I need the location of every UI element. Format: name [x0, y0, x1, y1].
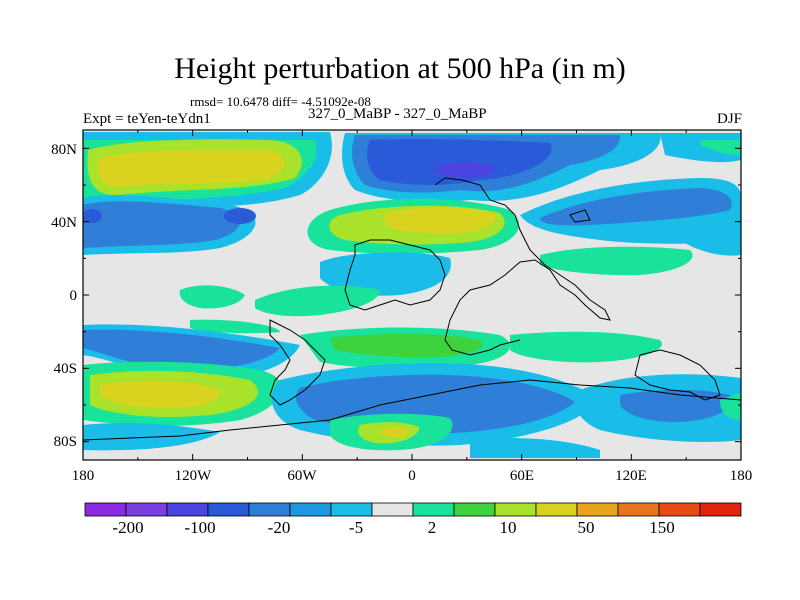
- lon-tick-label: 180: [730, 468, 753, 484]
- experiment-label: Expt = teYen-teYdn1: [83, 111, 211, 127]
- colorbar-label: 2: [428, 518, 437, 537]
- colorbar-box: [576, 502, 619, 517]
- colorbar-box: [330, 502, 373, 517]
- colorbar-box: [453, 502, 496, 517]
- contour-region: [83, 329, 280, 371]
- contour-region: [540, 246, 693, 276]
- contour-region: [700, 140, 741, 155]
- colorbar-label: 50: [578, 518, 595, 537]
- colorbar-box: [371, 502, 414, 517]
- colorbar-box: [617, 502, 660, 517]
- contour-region: [330, 333, 483, 358]
- lon-tick-label: 180: [72, 468, 95, 484]
- colorbar-box: [535, 502, 578, 517]
- colorbar-labels: -200 -100 -20 -5 2 10 50 150: [112, 518, 674, 537]
- lon-tick-label: 0: [408, 468, 416, 484]
- contour-region: [255, 285, 380, 317]
- colorbar-label: -5: [349, 518, 363, 537]
- contour-region: [97, 149, 285, 187]
- run-label: 327_0_MaBP - 327_0_MaBP: [308, 106, 487, 122]
- lon-tick-label: 120E: [615, 468, 647, 484]
- contour-region: [620, 389, 731, 423]
- colorbar-label: 10: [500, 518, 517, 537]
- plot-title: Height perturbation at 500 hPa (in m): [174, 52, 626, 85]
- contour-region: [190, 319, 280, 334]
- lat-tick-label: 0: [70, 288, 78, 304]
- colorbar-box: [166, 502, 209, 517]
- colorbar-box: [412, 502, 455, 517]
- colorbar-box: [248, 502, 291, 517]
- lat-tick-label: 40N: [51, 215, 77, 231]
- coastline-africa: [344, 239, 446, 311]
- colorbar-box: [699, 502, 742, 517]
- coastlines: [82, 177, 742, 441]
- season-label: DJF: [716, 111, 742, 127]
- contour-region: [83, 209, 102, 223]
- lon-tick-label: 120W: [175, 468, 213, 484]
- lat-tick-label: 80N: [51, 142, 77, 158]
- tick-marks: [82, 130, 742, 460]
- contour-region: [100, 380, 220, 408]
- colorbar: [84, 502, 742, 517]
- colorbar-label: -20: [268, 518, 291, 537]
- colorbar-box: [207, 502, 250, 517]
- stats-label: rmsd= 10.6478 diff= -4.51092e-08: [190, 94, 371, 109]
- lon-tick-label: 60E: [510, 468, 534, 484]
- colorbar-box: [84, 502, 127, 517]
- contour-region: [680, 225, 741, 256]
- coastline-south-america: [269, 319, 326, 406]
- colorbar-box: [289, 502, 332, 517]
- contour-region: [179, 285, 245, 309]
- contour-field: [83, 130, 741, 460]
- contour-region: [224, 208, 256, 224]
- coastline-island: [569, 209, 591, 223]
- lat-tick-label: 40S: [54, 361, 77, 377]
- contour-region: [510, 331, 662, 363]
- contour-region: [367, 139, 552, 185]
- contour-region: [381, 427, 409, 437]
- contour-region: [435, 162, 495, 178]
- coastline-asia: [434, 177, 611, 356]
- colorbar-label: -200: [112, 518, 143, 537]
- colorbar-box: [658, 502, 701, 517]
- contour-region: [470, 438, 600, 458]
- lat-tick-label: 80S: [54, 434, 77, 450]
- contour-region: [383, 207, 496, 234]
- coastline-antarctica: [82, 379, 742, 441]
- contour-region: [83, 201, 241, 248]
- colorbar-box: [125, 502, 168, 517]
- colorbar-label: -100: [184, 518, 215, 537]
- colorbar-box: [494, 502, 537, 517]
- lon-tick-label: 60W: [287, 468, 317, 484]
- colorbar-label: 150: [649, 518, 675, 537]
